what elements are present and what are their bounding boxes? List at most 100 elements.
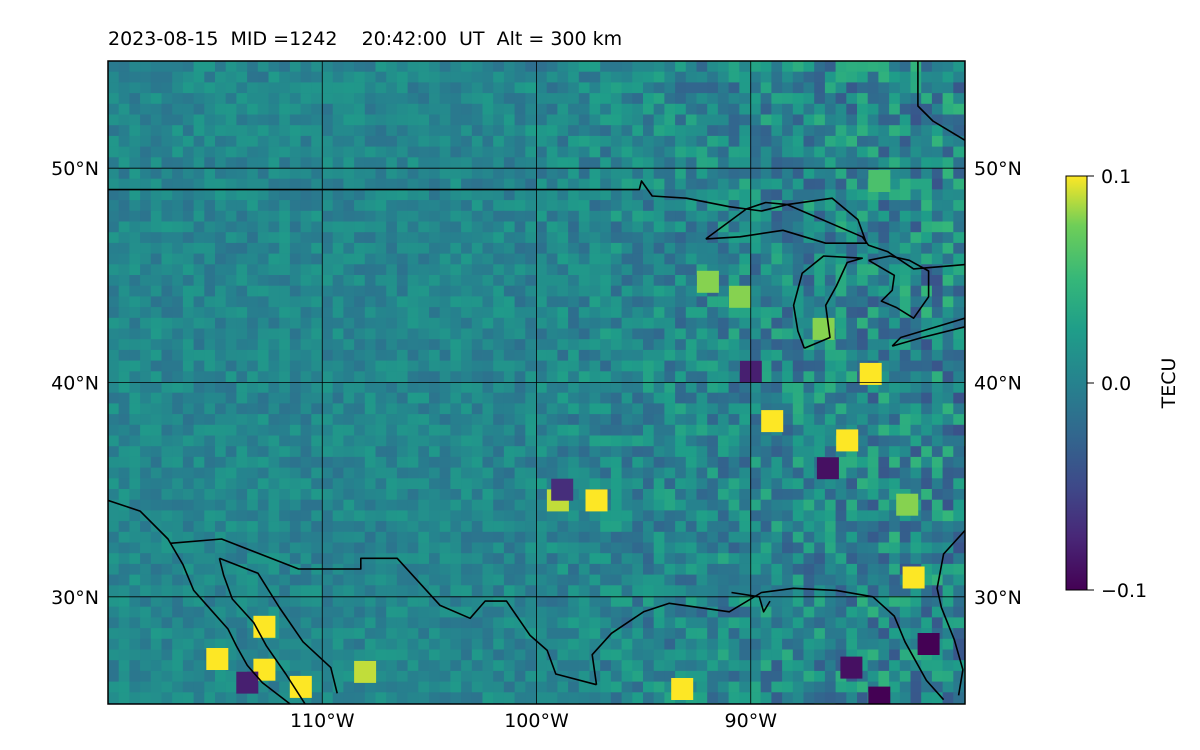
tec-pixel (931, 61, 943, 73)
tec-pixel (182, 221, 194, 233)
tec-pixel (878, 371, 890, 383)
tec-pixel (728, 168, 740, 180)
tec-pixel (343, 489, 355, 501)
tec-pixel (439, 285, 451, 297)
tec-pixel (129, 221, 141, 233)
tec-pixel (846, 638, 858, 650)
tec-pixel (215, 221, 227, 233)
tec-pixel (364, 467, 376, 479)
tec-pixel (225, 114, 237, 126)
tec-pixel (685, 103, 697, 115)
tec-pixel (707, 446, 719, 458)
tec-pixel (364, 285, 376, 297)
tec-pixel (782, 553, 794, 565)
tec-pixel (215, 242, 227, 254)
tec-pixel (610, 382, 622, 394)
tec-pixel (396, 349, 408, 361)
tec-pixel (418, 328, 430, 340)
tec-pixel (910, 531, 922, 543)
tec-pixel (354, 692, 366, 704)
tec-pixel (546, 414, 558, 426)
tec-pixel (867, 499, 879, 511)
tec-pixel (707, 371, 719, 383)
tec-pixel (215, 392, 227, 404)
tec-pixel (942, 521, 954, 533)
tec-pixel (921, 349, 933, 361)
tec-pixel (482, 242, 494, 254)
tec-pixel (600, 103, 612, 115)
tec-pixel (268, 146, 280, 158)
tec-pixel (364, 606, 376, 618)
tec-pixel (931, 553, 943, 565)
tec-pixel (418, 660, 430, 672)
tec-pixel (899, 553, 911, 565)
tec-pixel (878, 553, 890, 565)
tec-pixel (750, 114, 762, 126)
tec-pixel (846, 178, 858, 190)
tec-pixel (782, 414, 794, 426)
tec-pixel (792, 606, 804, 618)
tec-pixel (589, 649, 601, 661)
tec-pixel (771, 157, 783, 169)
tec-pixel (322, 146, 334, 158)
tec-pixel (514, 414, 526, 426)
tec-pixel (172, 617, 184, 629)
tec-pixel (354, 542, 366, 554)
tec-pixel (771, 285, 783, 297)
tec-pixel (889, 467, 901, 479)
tec-pixel (867, 467, 879, 479)
tec-pixel (632, 61, 644, 73)
tec-pixel (418, 382, 430, 394)
tec-pixel (225, 360, 237, 372)
tec-pixel (921, 61, 933, 73)
tec-pixel (407, 264, 419, 276)
tec-pixel (343, 574, 355, 586)
tec-pixel (878, 574, 890, 586)
tec-pixel (525, 574, 537, 586)
tec-pixel (172, 563, 184, 575)
tec-pixel (257, 606, 269, 618)
tec-pixel (610, 339, 622, 351)
tec-pixel (760, 510, 772, 522)
tec-pixel (717, 146, 729, 158)
tec-pixel (717, 553, 729, 565)
tec-pixel (193, 414, 205, 426)
tec-pixel (760, 232, 772, 244)
tec-pixel (450, 467, 462, 479)
tec-pixel (150, 61, 162, 73)
tec-pixel (728, 456, 740, 468)
tec-pixel (878, 328, 890, 340)
tec-pixel (247, 628, 259, 640)
tec-pixel (910, 414, 922, 426)
tec-pixel (889, 649, 901, 661)
tec-pixel (215, 382, 227, 394)
tec-pixel (182, 478, 194, 490)
tec-pixel (803, 285, 815, 297)
tec-pixel (568, 103, 580, 115)
tec-pixel (792, 103, 804, 115)
tec-pixel (824, 681, 836, 693)
tec-pixel (953, 424, 965, 436)
tec-pixel (311, 403, 323, 415)
tec-pixel (750, 157, 762, 169)
tec-pixel (910, 146, 922, 158)
tec-pixel (546, 446, 558, 458)
tec-pixel (268, 189, 280, 201)
tec-pixel (172, 531, 184, 543)
tec-pixel (161, 499, 173, 511)
tec-pixel (632, 692, 644, 704)
tec-pixel (771, 456, 783, 468)
tec-pixel (514, 242, 526, 254)
tec-pixel (857, 114, 869, 126)
tec-pixel (354, 317, 366, 329)
tec-pixel (311, 414, 323, 426)
tec-pixel (439, 253, 451, 265)
tec-pixel (557, 93, 569, 105)
tec-pixel (675, 542, 687, 554)
tec-pixel (835, 606, 847, 618)
tec-pixel (910, 542, 922, 554)
tec-pixel (193, 307, 205, 319)
tec-pixel (889, 61, 901, 73)
tec-pixel (225, 563, 237, 575)
tec-pixel (760, 146, 772, 158)
